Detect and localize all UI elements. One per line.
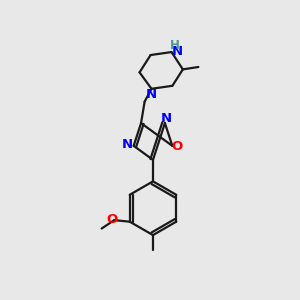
Text: N: N [172,45,183,58]
Text: N: N [145,88,157,101]
Text: H: H [169,39,179,52]
Text: O: O [106,213,117,226]
Text: N: N [122,138,133,151]
Text: O: O [172,140,183,153]
Text: N: N [160,112,171,124]
